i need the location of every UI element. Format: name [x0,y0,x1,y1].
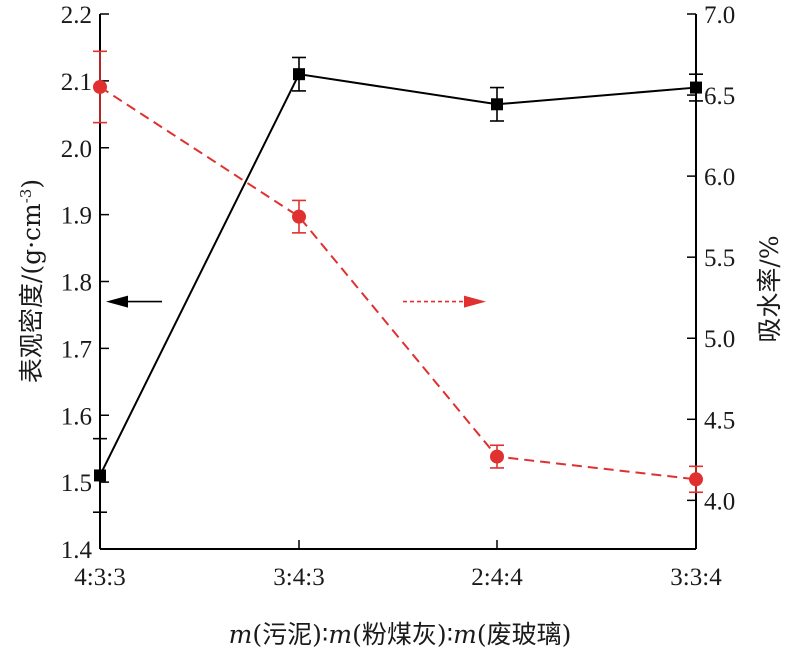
right-tick-label: 6.5 [704,83,735,110]
left-tick-label: 1.9 [61,203,92,230]
right-axis-title: 吸水率/% [755,235,784,342]
left-axis-title: 表观密度/(g·cm-3) [17,179,46,383]
left-tick-label: 1.4 [61,537,93,564]
right-tick-label: 4.0 [704,488,735,515]
data-point [690,81,702,94]
left-tick-label: 2.2 [61,2,92,29]
series-line [99,86,697,481]
right-tick-label: 5.5 [704,245,735,272]
data-point [292,209,306,224]
left-tick-label: 1.8 [61,270,92,297]
right-tick-label: 5.0 [704,326,735,353]
right-tick-label: 4.5 [704,407,735,434]
series-right [93,50,703,494]
data-point [490,449,504,464]
series-line [99,73,697,476]
right-axis-arrowhead [464,295,486,308]
data-point [94,469,106,482]
x-axis-title: m(污泥)∶m(粉煤灰)∶m(废玻璃) [229,620,572,649]
left-tick-label: 2.1 [61,69,92,96]
data-point [293,68,305,81]
x-tick-label: 3:4:3 [273,564,324,591]
left-tick-label: 1.7 [61,336,92,363]
left-tick-label: 1.5 [61,470,92,497]
x-tick-label: 4:3:3 [74,564,125,591]
axis-ticks: 1.4 1.5 1.6 1.7 1.8 1.9 2.0 2.1 2.2 4.0 4.5 5.0 5.5 6… [61,2,736,591]
x-tick-label: 2:4:4 [471,564,523,591]
right-tick-label: 6.0 [704,164,735,191]
right-tick-label: 7.0 [704,2,735,29]
left-axis-arrowhead [106,295,128,308]
data-point [93,79,107,94]
data-point [689,472,703,487]
left-tick-label: 2.0 [61,136,92,163]
axis-labels: 表观密度/(g·cm-3) 吸水率/% m(污泥)∶m(粉煤灰)∶m(废玻璃) [17,179,784,649]
x-tick-label: 3:3:4 [670,564,722,591]
data-point [491,98,503,111]
left-tick-label: 1.6 [61,403,92,430]
series-left [93,56,703,514]
series [93,50,703,514]
annotations [106,295,486,308]
